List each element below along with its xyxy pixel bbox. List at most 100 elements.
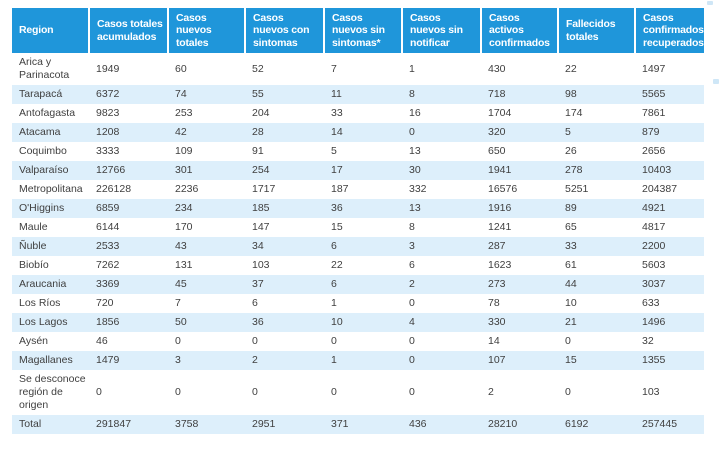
value-cell: 61 [565,259,577,272]
value-cell: 16576 [488,183,518,196]
value-cell: 22 [565,62,577,75]
value-cell: 37 [252,278,264,291]
value-cell: 2533 [96,240,120,253]
region-cell: Se desconoce región de origen [19,373,86,412]
region-cell: Arica y Parinacota [19,56,70,82]
value-cell: 2 [488,386,494,399]
value-cell: 187 [331,183,349,196]
value-cell: 1916 [488,202,512,215]
value-cell: 147 [252,221,270,234]
value-cell: 28210 [488,418,518,431]
value-cell: 2200 [642,240,666,253]
table-row: O'Higgins 6859 234 185 36 13 1916 89 4921 [12,199,704,219]
value-cell: 3758 [175,418,199,431]
region-cell: Atacama [19,126,61,139]
value-cell: 332 [409,183,427,196]
table-row: Maule 6144 170 147 15 8 1241 65 4817 [12,218,704,237]
value-cell: 436 [409,418,427,431]
value-cell: 1704 [488,107,512,120]
value-cell: 3037 [642,278,666,291]
table-row: Tarapacá 6372 74 55 11 8 718 98 5565 [12,85,704,105]
value-cell: 5565 [642,88,666,101]
value-cell: 720 [96,297,114,310]
value-cell: 1 [409,62,415,75]
table-row: Magallanes 1479 3 2 1 0 107 15 1355 [12,351,704,371]
region-cell: Los Ríos [19,297,61,310]
value-cell: 6 [331,278,337,291]
value-cell: 7 [175,297,181,310]
value-cell: 30 [409,164,421,177]
value-cell: 8 [409,88,415,101]
value-cell: 21 [565,316,577,329]
value-cell: 107 [488,354,506,367]
value-cell: 36 [331,202,343,215]
value-cell: 45 [175,278,187,291]
region-cell: Coquimbo [19,145,67,158]
value-cell: 6 [331,240,337,253]
value-cell: 13 [409,202,421,215]
value-cell: 6859 [96,202,120,215]
value-cell: 2 [252,354,258,367]
value-cell: 22 [331,259,343,272]
region-cell: Biobío [19,259,49,272]
table-row: Coquimbo 3333 109 91 5 13 650 26 2656 [12,142,704,161]
table-row: Ñuble 2533 43 34 6 3 287 33 2200 [12,237,704,257]
value-cell: 633 [642,297,660,310]
value-cell: 7262 [96,259,120,272]
value-cell: 1 [331,297,337,310]
region-cell: Total [19,418,42,431]
value-cell: 15 [331,221,343,234]
table-row: Araucania 3369 45 37 6 2 273 44 3037 [12,275,704,295]
table-row: Arica y Parinacota 1949 60 52 7 1 430 22 1497 [12,53,704,85]
value-cell: 5603 [642,259,666,272]
value-cell: 0 [565,386,571,399]
table-body: Arica y Parinacota 1949 60 52 7 1 430 22 1497 T… [12,53,704,435]
value-cell: 0 [175,386,181,399]
value-cell: 89 [565,202,577,215]
value-cell: 1479 [96,354,120,367]
table-row: Atacama 1208 42 28 14 0 320 5 879 [12,123,704,143]
header-row: Region Casos totales acumulados Casos nu… [12,8,704,54]
value-cell: 0 [409,386,415,399]
value-cell: 0 [409,354,415,367]
value-cell: 32 [642,335,654,348]
value-cell: 11 [331,88,342,101]
value-cell: 42 [175,126,187,139]
value-cell: 15 [565,354,577,367]
region-cell: Aysén [19,335,48,348]
value-cell: 430 [488,62,506,75]
value-cell: 1856 [96,316,120,329]
value-cell: 7861 [642,107,666,120]
column-header: Casos nuevos con sintomas [244,8,324,54]
value-cell: 204 [252,107,270,120]
value-cell: 4921 [642,202,666,215]
value-cell: 320 [488,126,506,139]
region-cell: Metropolitana [19,183,83,196]
column-header: Casos nuevos totales [167,8,245,54]
value-cell: 234 [175,202,193,215]
value-cell: 650 [488,145,506,158]
value-cell: 131 [175,259,193,272]
table-row: Los Ríos 720 7 6 1 0 78 10 633 [12,294,704,313]
value-cell: 278 [565,164,583,177]
value-cell: 91 [252,145,264,158]
value-cell: 273 [488,278,506,291]
region-cell: Maule [19,221,48,234]
value-cell: 1355 [642,354,666,367]
value-cell: 0 [175,335,181,348]
value-cell: 6372 [96,88,120,101]
value-cell: 2951 [252,418,276,431]
value-cell: 0 [96,386,102,399]
value-cell: 78 [488,297,500,310]
value-cell: 16 [409,107,421,120]
value-cell: 103 [642,386,660,399]
value-cell: 33 [331,107,343,120]
region-cell: Tarapacá [19,88,63,101]
value-cell: 8 [409,221,415,234]
value-cell: 257445 [642,418,678,431]
value-cell: 26 [565,145,577,158]
value-cell: 74 [175,88,187,101]
value-cell: 6192 [565,418,589,431]
artifact-speck [713,79,719,84]
value-cell: 6 [252,297,258,310]
